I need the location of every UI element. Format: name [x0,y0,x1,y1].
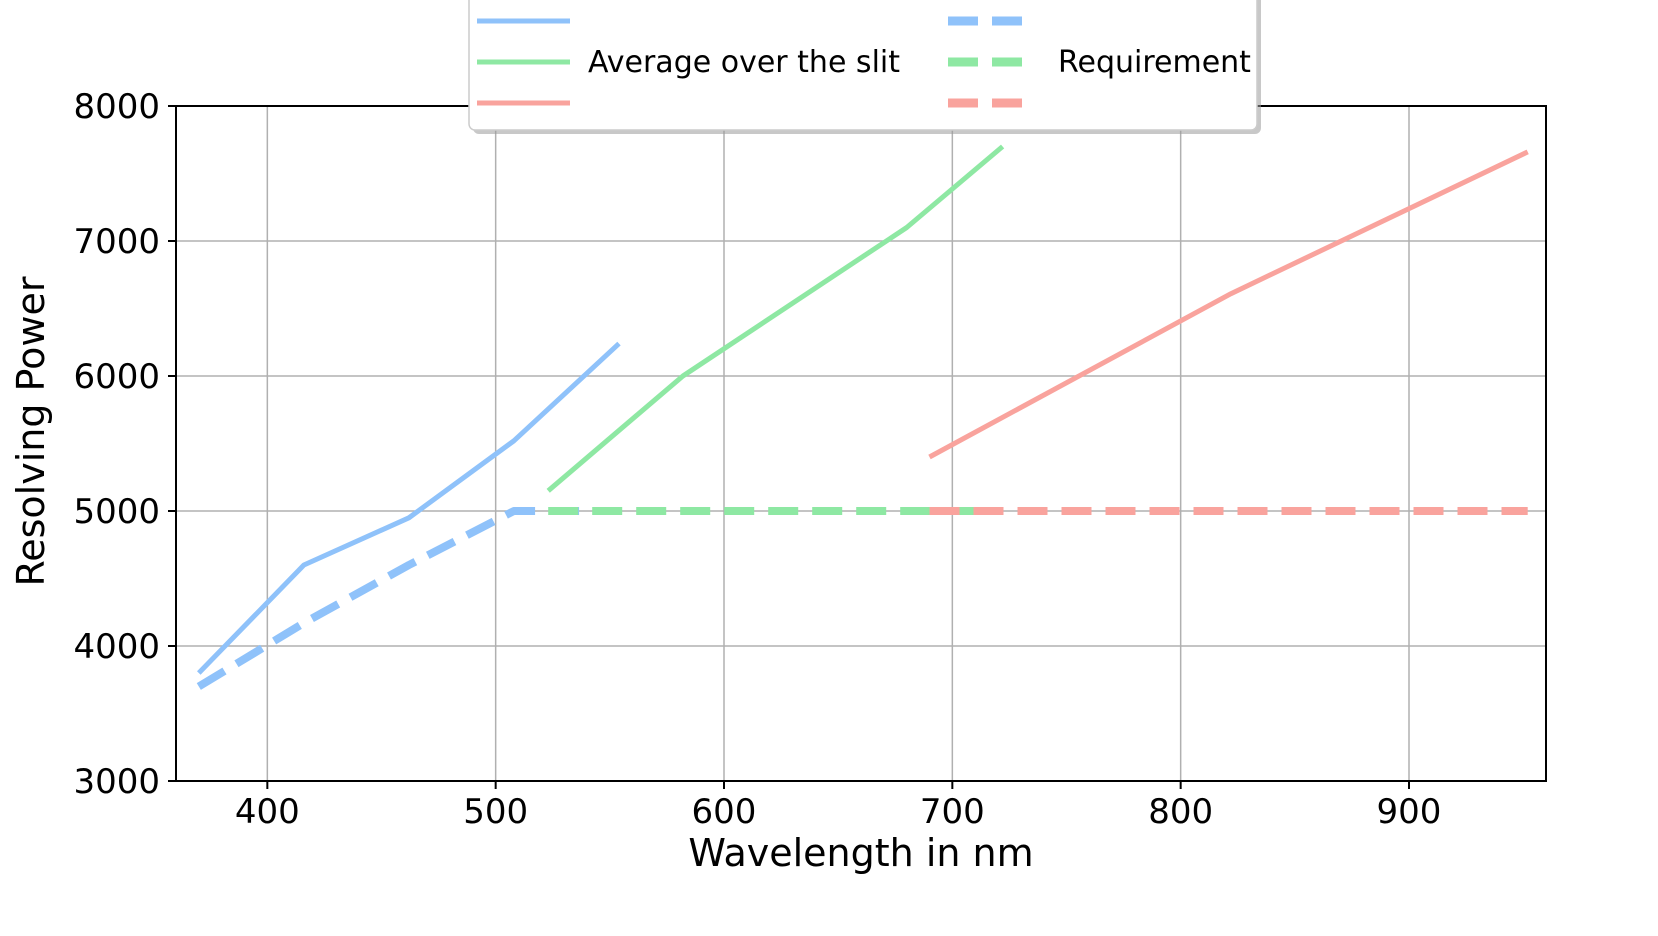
grid [176,105,1546,782]
x-tick-label: 500 [463,792,528,832]
y-tick-label: 6000 [73,357,160,397]
series-line-4-dashed [196,507,619,690]
plot-frame [175,105,1547,782]
legend-label: Average over the slit [588,45,900,80]
y-tick-label: 7000 [73,222,160,262]
x-axis-title: Wavelength in nm [688,831,1033,875]
y-axis-title: Resolving Power [9,276,53,586]
x-tick-label: 800 [1148,792,1213,832]
legend-label: Requirement [1058,45,1251,80]
y-tick-label: 5000 [73,492,160,532]
series-line-1-solid [197,341,621,675]
legend: Average over the slit Requirement [468,0,1261,134]
y-tick-label: 4000 [73,627,160,667]
series-line-2-solid [546,144,1005,493]
x-tick-label: 700 [920,792,985,832]
plot-lines [196,144,1529,690]
x-tick-label: 900 [1377,792,1442,832]
x-tick-label: 400 [235,792,300,832]
y-tick-label: 8000 [73,87,160,127]
x-tick-label: 600 [692,792,757,832]
axis-ticks: 400 500 600 700 800 900 3000 4000 5000 6000 7000 80… [73,87,1441,832]
series-line-3-solid [928,149,1529,460]
y-tick-label: 3000 [73,762,160,802]
legend-box [468,0,1258,131]
